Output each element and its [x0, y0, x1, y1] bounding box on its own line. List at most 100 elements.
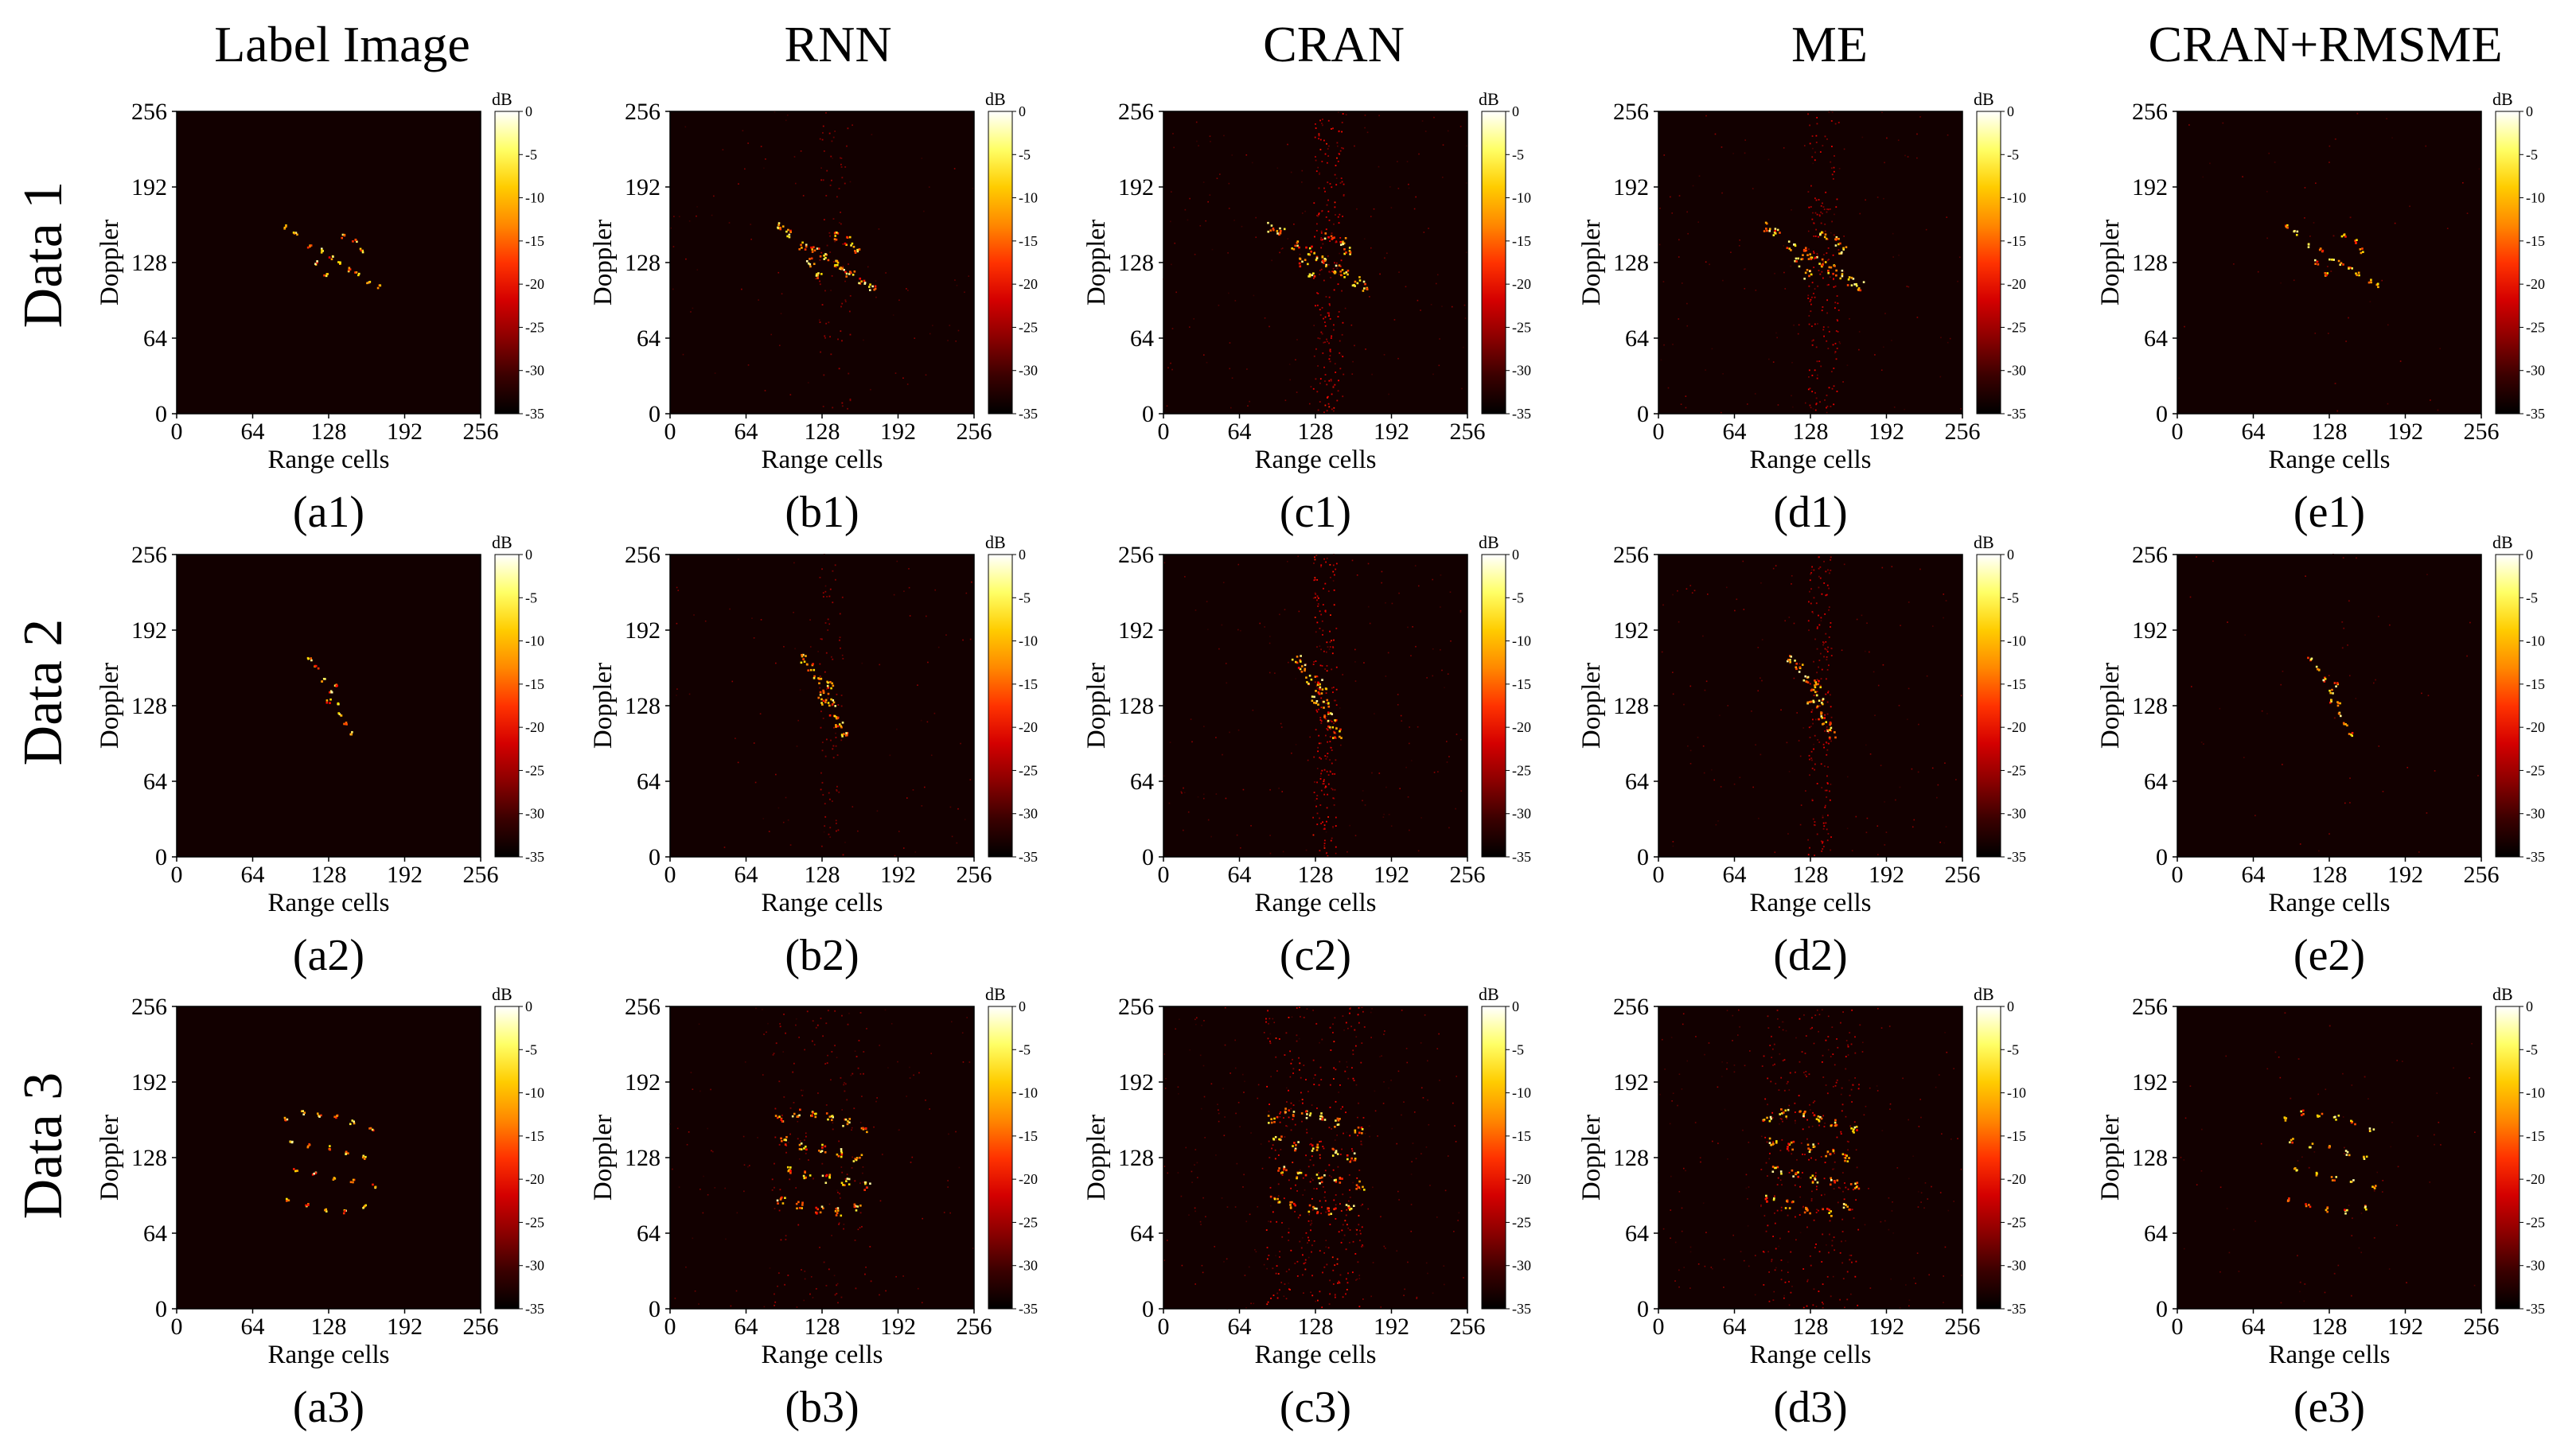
colorbar-tick-label: -35 — [2526, 406, 2545, 422]
intensity-pixel — [1323, 237, 1327, 240]
intensity-pixel — [1834, 265, 1836, 267]
intensity-pixel — [1318, 605, 1320, 607]
intensity-pixel — [785, 1135, 788, 1139]
intensity-pixel — [828, 1203, 831, 1205]
intensity-pixel — [832, 601, 834, 604]
intensity-pixel — [1802, 1206, 1804, 1209]
intensity-pixel — [1821, 271, 1823, 273]
intensity-pixel — [1312, 597, 1315, 599]
intensity-pixel — [1838, 252, 1841, 255]
intensity-pixel — [1803, 1111, 1806, 1114]
intensity-pixel — [830, 698, 832, 701]
x-axis-label: Range cells — [1254, 446, 1376, 474]
intensity-pixel — [823, 219, 825, 221]
intensity-pixel — [2329, 701, 2332, 704]
intensity-pixel — [1891, 1210, 1893, 1212]
colorbar — [1976, 554, 2001, 858]
intensity-pixel — [781, 1202, 785, 1205]
intensity-pixel — [1824, 1162, 1826, 1164]
intensity-pixel — [1367, 605, 1370, 608]
intensity-pixel — [2342, 1072, 2344, 1075]
intensity-pixel — [804, 1177, 807, 1179]
intensity-pixel — [1815, 1306, 1818, 1308]
intensity-pixel — [1345, 1278, 1347, 1280]
intensity-pixel — [1466, 251, 1468, 254]
intensity-pixel — [1323, 714, 1326, 717]
intensity-pixel — [753, 637, 755, 639]
intensity-pixel — [1371, 772, 1373, 774]
intensity-pixel — [898, 299, 900, 302]
intensity-pixel — [1834, 736, 1837, 739]
intensity-pixel — [1820, 840, 1822, 843]
intensity-pixel — [1325, 718, 1327, 720]
intensity-pixel — [1346, 1154, 1349, 1157]
intensity-pixel — [1809, 404, 1811, 407]
intensity-pixel — [1334, 173, 1336, 176]
intensity-pixel — [2375, 679, 2376, 681]
intensity-pixel — [885, 1290, 887, 1292]
intensity-pixel — [2365, 1155, 2368, 1158]
colorbar-tick-label: -15 — [2007, 233, 2026, 249]
intensity-pixel — [1358, 1240, 1361, 1242]
intensity-pixel — [1758, 817, 1760, 819]
intensity-pixel — [1812, 1304, 1814, 1306]
intensity-pixel — [1723, 1286, 1724, 1288]
intensity-pixel — [1761, 1065, 1763, 1067]
intensity-pixel — [337, 261, 340, 263]
intensity-pixel — [1829, 721, 1832, 724]
intensity-pixel — [1338, 380, 1339, 382]
intensity-pixel — [1826, 814, 1829, 816]
intensity-pixel — [1401, 1114, 1402, 1116]
intensity-pixel — [1315, 660, 1317, 662]
intensity-pixel — [1768, 1137, 1771, 1140]
intensity-pixel — [309, 244, 312, 247]
intensity-pixel — [1291, 247, 1293, 250]
intensity-pixel — [1324, 755, 1327, 757]
y-axis-label: Doppler — [95, 220, 124, 306]
intensity-pixel — [1301, 169, 1304, 172]
intensity-pixel — [1335, 372, 1337, 373]
intensity-pixel — [1303, 1065, 1305, 1066]
intensity-pixel — [1791, 208, 1792, 211]
intensity-pixel — [778, 1143, 781, 1146]
intensity-pixel — [1689, 1246, 1692, 1248]
intensity-pixel — [1319, 239, 1322, 241]
intensity-pixel — [825, 688, 828, 690]
intensity-pixel — [1324, 611, 1327, 613]
intensity-pixel — [1327, 729, 1329, 731]
intensity-pixel — [1822, 703, 1824, 706]
intensity-pixel — [1327, 1209, 1328, 1210]
intensity-pixel — [1766, 1116, 1768, 1119]
intensity-pixel — [1288, 364, 1291, 365]
intensity-pixel — [1272, 1144, 1274, 1146]
intensity-pixel — [1296, 244, 1299, 247]
intensity-pixel — [1270, 1205, 1272, 1207]
intensity-pixel — [1283, 1167, 1285, 1170]
intensity-pixel — [1366, 287, 1368, 290]
intensity-pixel — [1343, 373, 1345, 376]
intensity-pixel — [1225, 663, 1227, 664]
intensity-pixel — [1242, 1186, 1244, 1188]
intensity-pixel — [839, 636, 841, 639]
intensity-pixel — [1877, 1007, 1879, 1010]
intensity-pixel — [1316, 1299, 1319, 1302]
intensity-pixel — [1799, 1196, 1801, 1198]
intensity-pixel — [1304, 210, 1306, 212]
intensity-pixel — [314, 1172, 317, 1175]
x-tick-label: 192 — [880, 1314, 916, 1340]
intensity-pixel — [1824, 789, 1826, 792]
intensity-pixel — [1826, 656, 1828, 658]
intensity-pixel — [1268, 1255, 1270, 1256]
intensity-pixel — [1809, 300, 1811, 302]
intensity-pixel — [1307, 1090, 1309, 1092]
intensity-pixel — [2203, 743, 2204, 745]
intensity-pixel — [1760, 677, 1761, 679]
intensity-pixel — [1323, 139, 1325, 142]
intensity-pixel — [1881, 566, 1884, 569]
intensity-pixel — [2382, 1180, 2384, 1181]
intensity-pixel — [1324, 325, 1327, 327]
x-tick-label: 64 — [2242, 862, 2266, 888]
intensity-pixel — [809, 646, 812, 648]
intensity-pixel — [1815, 403, 1818, 404]
intensity-pixel — [853, 1107, 855, 1110]
